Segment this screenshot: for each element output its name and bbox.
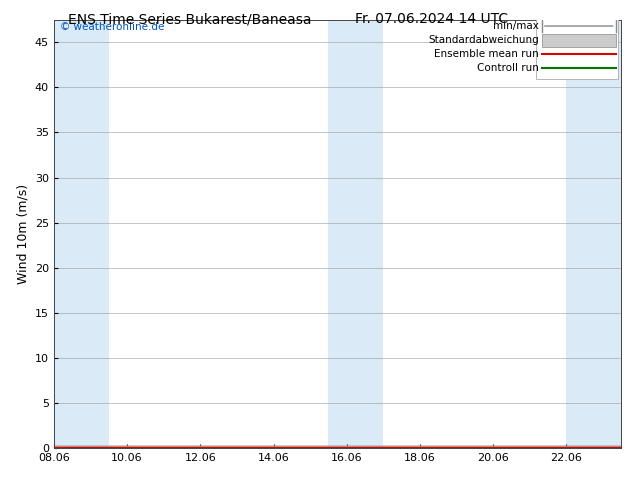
Bar [54,20,109,448]
Y-axis label: Wind 10m (m/s): Wind 10m (m/s) [16,184,29,284]
Text: min/max: min/max [493,21,539,31]
Bar [536,15,619,79]
Text: Controll run: Controll run [477,64,539,74]
Text: © weatheronline.de: © weatheronline.de [60,22,164,32]
Bar [542,34,616,47]
Text: Fr. 07.06.2024 14 UTC: Fr. 07.06.2024 14 UTC [354,12,508,26]
Bar [566,20,621,448]
Text: Ensemble mean run: Ensemble mean run [434,49,539,59]
Bar [328,20,384,448]
Text: ENS Time Series Bukarest/Baneasa: ENS Time Series Bukarest/Baneasa [68,12,312,26]
Text: Standardabweichung: Standardabweichung [429,35,539,45]
